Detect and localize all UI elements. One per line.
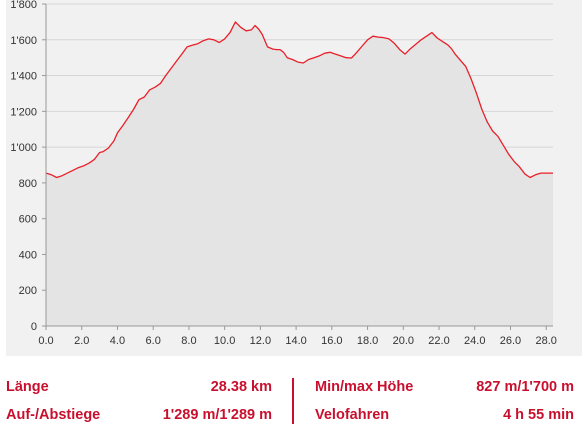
x-tick-label: 2.0 [74, 335, 89, 347]
x-tick-label: 16.0 [321, 335, 342, 347]
x-tick-label: 28.0 [536, 335, 557, 347]
x-tick-label: 24.0 [464, 335, 485, 347]
x-tick-label: 8.0 [181, 335, 196, 347]
x-tick-label: 20.0 [393, 335, 414, 347]
x-tick-label: 22.0 [428, 335, 449, 347]
ascent-descent-label: Auf-/Abstiege [6, 407, 101, 423]
axes [42, 3, 553, 330]
y-tick-label: 0 [31, 321, 37, 333]
y-tick-label: 1'600 [10, 35, 37, 47]
min-max-height-value: 827 m/1'700 m [476, 379, 574, 395]
y-tick-label: 800 [19, 178, 37, 190]
cycling-time-label: Velofahren [315, 407, 390, 423]
x-tick-label: 14.0 [285, 335, 306, 347]
cycling-time-value: 4 h 55 min [503, 407, 574, 423]
elevation-chart-panel: 0 200 400 600 800 1'000 1'200 1'400 1'600 1'800 0… [6, 0, 582, 356]
y-tick-label: 600 [19, 214, 37, 226]
x-tick-label: 26.0 [500, 335, 521, 347]
x-tick-label: 12.0 [250, 335, 271, 347]
elevation-area-fill [46, 21, 553, 327]
x-tick-label: 18.0 [357, 335, 378, 347]
y-tick-label: 1'000 [10, 142, 37, 154]
y-tick-label: 1'800 [10, 0, 37, 11]
x-tick-labels: 0.0 2.0 4.0 6.0 8.0 10.0 12.0 14.0 16.0 18.0 20.0 2… [38, 335, 557, 347]
y-tick-label: 1'200 [10, 106, 37, 118]
elevation-line [45, 21, 553, 179]
y-tick-label: 200 [19, 285, 37, 297]
y-tick-labels: 0 200 400 600 800 1'000 1'200 1'400 1'600 1'800 [10, 0, 37, 333]
length-label: Länge [6, 379, 49, 395]
ascent-descent-value: 1'289 m/1'289 m [162, 407, 272, 423]
stats-divider [292, 378, 294, 424]
min-max-height-label: Min/max Höhe [315, 379, 414, 395]
route-stats: Länge 28.38 km Auf-/Abstiege 1'289 m/1'2… [0, 370, 586, 436]
y-tick-label: 1'400 [10, 71, 37, 83]
length-value: 28.38 km [210, 379, 272, 395]
x-tick-label: 4.0 [110, 335, 125, 347]
x-tick-label: 10.0 [214, 335, 235, 347]
x-tick-label: 6.0 [146, 335, 161, 347]
plot-area [45, 21, 553, 327]
elevation-chart: 0 200 400 600 800 1'000 1'200 1'400 1'600 1'800 0… [10, 0, 557, 347]
x-tick-label: 0.0 [38, 335, 53, 347]
y-tick-label: 400 [19, 249, 37, 261]
